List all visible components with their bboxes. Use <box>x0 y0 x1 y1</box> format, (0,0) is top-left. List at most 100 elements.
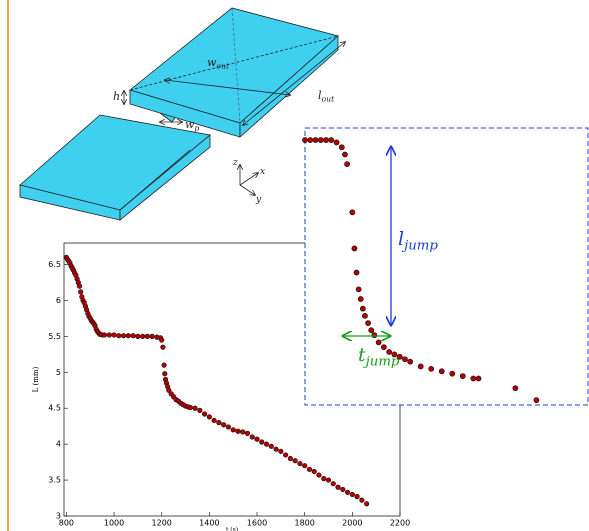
data-point <box>273 446 279 452</box>
data-point <box>359 497 365 503</box>
data-point <box>149 333 155 339</box>
diagram-label-symbol: y <box>255 195 262 205</box>
annotation: ljump <box>398 228 438 253</box>
data-point <box>362 312 368 319</box>
data-point <box>302 137 308 143</box>
data-point <box>259 439 265 445</box>
data-point <box>354 494 360 500</box>
data-point <box>206 414 212 420</box>
data-point <box>338 144 345 151</box>
data-point <box>192 405 198 411</box>
data-point <box>344 161 350 168</box>
diagram-label-symbol: h <box>113 90 120 103</box>
data-point <box>101 332 108 338</box>
data-point <box>349 209 356 216</box>
annotation-subscript: jump <box>401 238 438 253</box>
data-point <box>475 375 482 382</box>
y-tick-label: 6.5 <box>48 260 61 269</box>
annotation: tjump <box>358 344 400 369</box>
diagram-label-symbol: z <box>232 158 238 168</box>
data-point <box>328 137 335 143</box>
data-point <box>162 371 168 377</box>
data-point <box>187 404 193 411</box>
data-point <box>312 137 319 143</box>
data-point <box>368 327 375 334</box>
geometry-diagram <box>19 7 345 221</box>
data-point <box>263 441 270 447</box>
data-point <box>116 333 122 339</box>
data-point <box>292 458 298 464</box>
y-tick-label: 4 <box>56 440 61 449</box>
data-point <box>135 333 141 339</box>
y-tick-label: 5 <box>56 368 61 377</box>
y-tick-label: 6 <box>56 296 61 305</box>
data-point <box>240 429 246 435</box>
annotation-symbol: t <box>358 344 366 366</box>
data-point <box>417 363 424 370</box>
data-point <box>160 344 166 350</box>
data-point <box>438 368 445 375</box>
data-point <box>278 448 284 454</box>
data-point <box>268 443 274 449</box>
x-tick-label: 1800 <box>295 519 315 528</box>
data-point <box>130 333 136 339</box>
annotation-subscript: jump <box>363 354 400 369</box>
y-axis-label: L (mm) <box>32 366 40 392</box>
y-tick-label: 5.5 <box>48 332 61 341</box>
data-point <box>353 269 360 276</box>
diagram-label-subscript: out <box>216 61 230 70</box>
data-point <box>235 428 241 434</box>
diagram-label-subscript: out <box>322 94 336 103</box>
data-point <box>221 422 227 428</box>
data-point <box>533 397 540 404</box>
data-point <box>342 151 348 158</box>
y-tick-label: 3.5 <box>48 476 61 485</box>
diagram-label: z <box>232 158 238 168</box>
diagram-label-symbol: w <box>207 56 217 69</box>
data-point <box>386 349 393 355</box>
diagram-label: wout <box>207 56 230 70</box>
diagram-label: x <box>260 167 265 177</box>
data-point <box>402 356 408 363</box>
x-tick-label: 1000 <box>104 519 124 528</box>
data-point <box>333 139 340 146</box>
y-tick-label: 4.5 <box>48 404 61 413</box>
data-point <box>78 289 84 295</box>
diagram-label: wp <box>185 118 199 132</box>
data-point <box>365 320 372 327</box>
data-point <box>287 455 293 462</box>
diagram-label-symbol: l <box>318 89 322 102</box>
data-point <box>307 137 314 143</box>
data-point <box>317 137 324 143</box>
data-point <box>140 333 146 339</box>
data-point <box>325 477 332 483</box>
diagram-label-symbol: w <box>185 118 195 131</box>
data-point <box>396 353 403 360</box>
annotation-symbol: l <box>398 228 404 250</box>
data-point <box>470 375 477 382</box>
data-point <box>311 468 317 475</box>
data-point <box>407 358 414 365</box>
data-point <box>201 411 208 417</box>
diagram-label-subscript: p <box>194 123 199 132</box>
data-point <box>144 333 151 339</box>
x-tick-label: 1200 <box>152 519 172 528</box>
inset-frame <box>304 127 589 406</box>
diagram-label: lout <box>318 89 335 103</box>
data-point <box>254 436 260 442</box>
data-point <box>340 486 346 493</box>
data-point <box>197 407 203 413</box>
data-point <box>330 481 336 487</box>
data-point <box>125 333 131 339</box>
diagram-label: y <box>255 195 262 205</box>
data-point <box>321 476 327 482</box>
data-point <box>357 296 364 302</box>
data-point <box>161 362 167 368</box>
data-point <box>249 434 255 440</box>
data-point <box>76 283 83 289</box>
data-point <box>216 420 222 426</box>
data-point <box>316 472 322 478</box>
data-point <box>380 344 387 351</box>
data-point <box>297 460 303 467</box>
